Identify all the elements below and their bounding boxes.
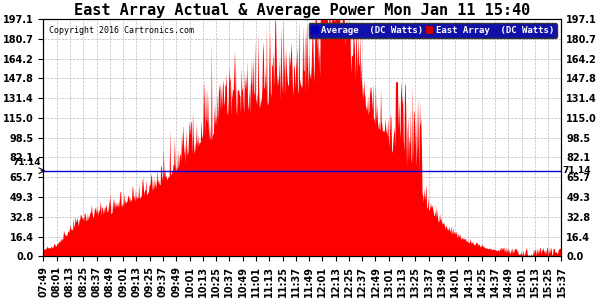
Text: 71.14: 71.14: [12, 158, 41, 167]
Title: East Array Actual & Average Power Mon Jan 11 15:40: East Array Actual & Average Power Mon Ja…: [74, 3, 530, 18]
Text: 71.14: 71.14: [563, 166, 591, 175]
Text: Copyright 2016 Cartronics.com: Copyright 2016 Cartronics.com: [49, 26, 194, 35]
Legend: Average  (DC Watts), East Array  (DC Watts): Average (DC Watts), East Array (DC Watts…: [308, 23, 557, 38]
